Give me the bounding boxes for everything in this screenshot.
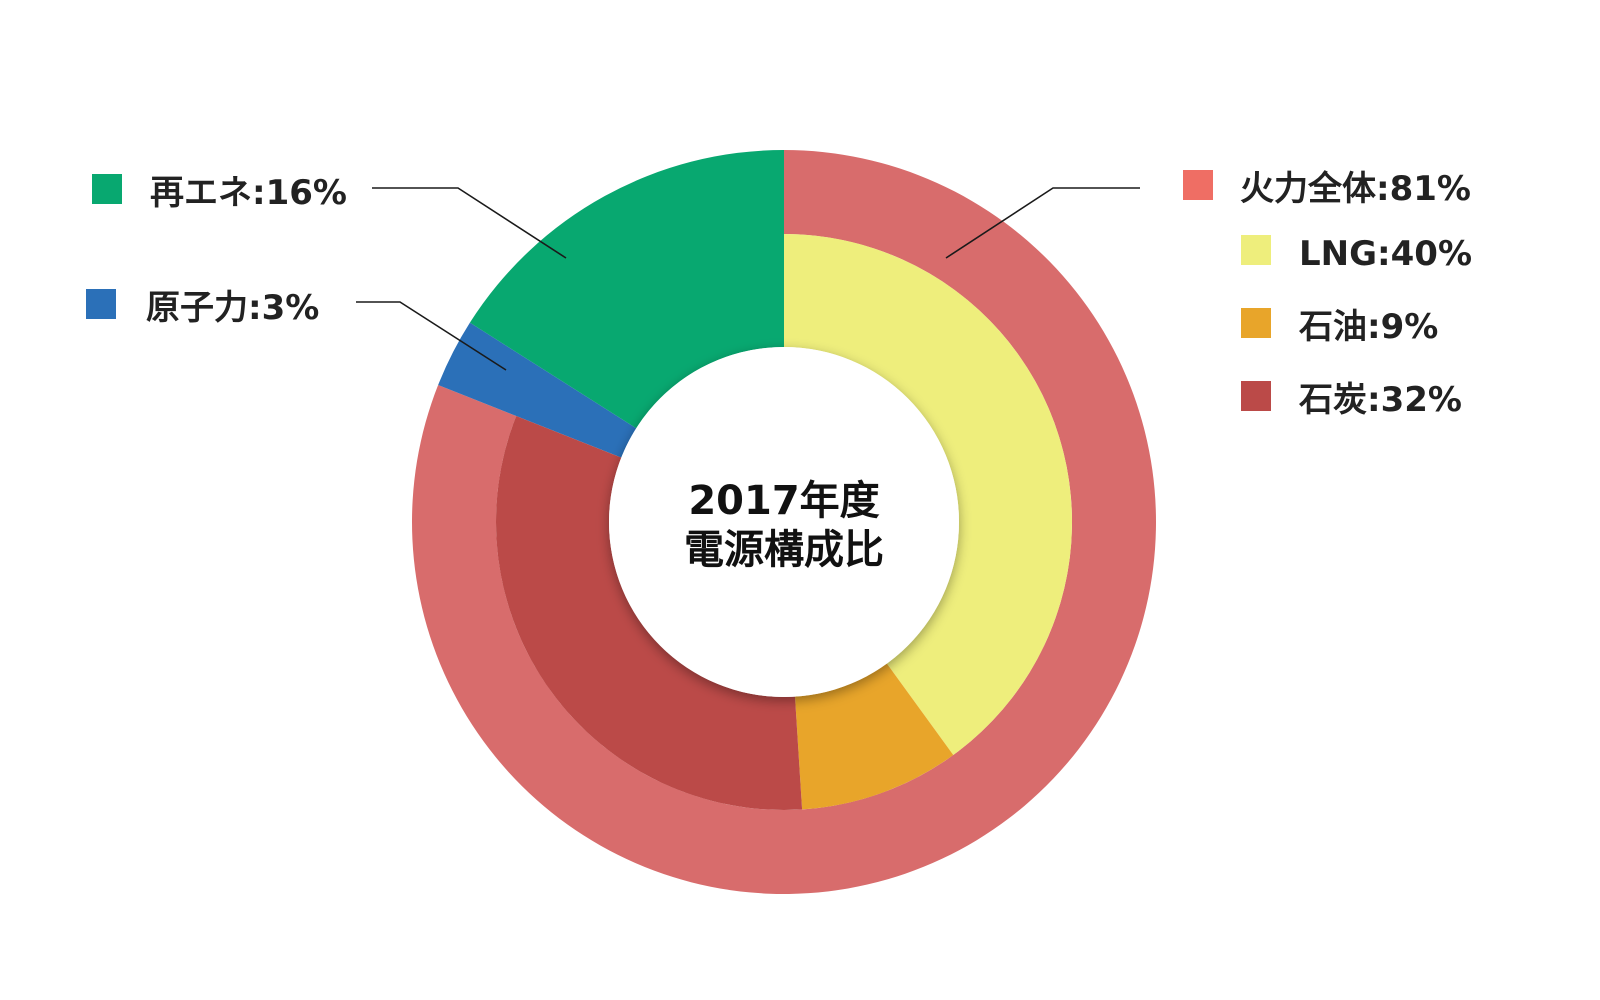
legend-swatch [1241, 308, 1271, 338]
legend-swatch [1241, 235, 1271, 265]
inner-segment-lng [784, 234, 1072, 755]
legend-right-item-0: 火力全体:81% [1183, 169, 1471, 209]
legend-left-item-1: 原子力:3% [86, 288, 319, 328]
inner-segment-oil [794, 663, 954, 810]
legend-right-item-2: 石油:9% [1241, 307, 1438, 347]
legend-swatch [1241, 381, 1271, 411]
outer-segment-nuclear [438, 322, 637, 458]
inner-segment-coal [496, 415, 803, 810]
legend-label: 原子力:3% [146, 288, 319, 328]
leader-lines [356, 187, 1140, 371]
legend-left-item-0: 再エネ:16% [92, 173, 347, 213]
leader-thermal [945, 187, 1140, 259]
legend-label: 石炭:32% [1298, 380, 1462, 420]
center-hole [609, 347, 959, 697]
outer-ring [411, 150, 1157, 894]
legend-label: 火力全体:81% [1240, 169, 1471, 209]
legend-label: 石油:9% [1298, 307, 1438, 347]
legend-right-item-1: LNG:40% [1241, 234, 1472, 274]
leader-nuclear [356, 301, 507, 371]
legend-label: LNG:40% [1299, 234, 1472, 274]
legend-left: 再エネ:16% 原子力:3% [86, 173, 347, 328]
legend-label: 再エネ:16% [150, 173, 347, 213]
legend-swatch [86, 289, 116, 319]
legend-right-item-3: 石炭:32% [1241, 380, 1462, 420]
inner-ring [496, 234, 1072, 810]
legend-right: 火力全体:81% LNG:40% 石油:9% 石炭:32% [1183, 169, 1472, 420]
outer-segment-renewable [469, 150, 784, 429]
leader-renewable [372, 187, 567, 259]
legend-swatch [92, 174, 122, 204]
legend-swatch [1183, 170, 1213, 200]
center-label-title: 電源構成比 [684, 527, 884, 573]
center-label-year: 2017年度 [688, 478, 879, 524]
